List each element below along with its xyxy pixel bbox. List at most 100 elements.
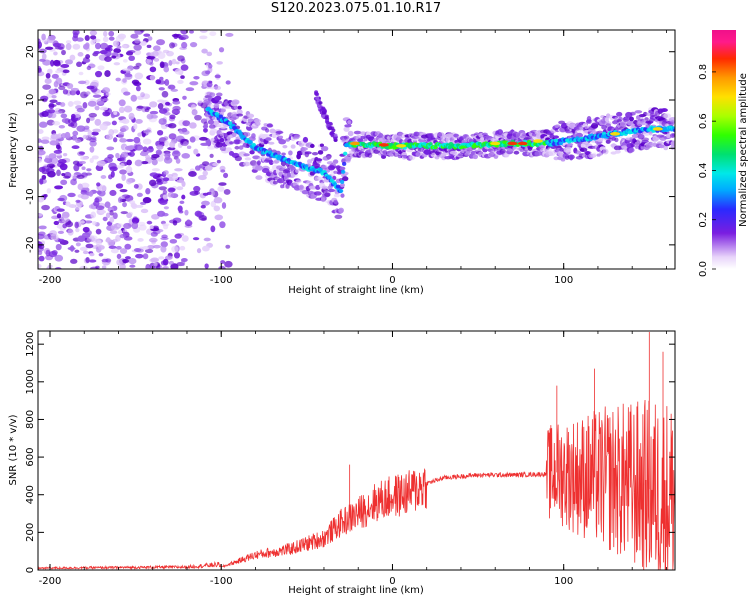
heatmap-cell — [109, 189, 117, 196]
x-tick-label: -100 — [210, 275, 233, 286]
y-tick-label: 1200 — [25, 331, 36, 356]
heatmap-cell — [167, 123, 177, 129]
heatmap-cell — [38, 263, 42, 269]
heatmap-cell — [117, 131, 125, 139]
heatmap-cell — [50, 59, 55, 67]
heatmap-cell — [165, 101, 171, 106]
heatmap-cell — [41, 204, 50, 211]
heatmap-cell — [145, 154, 151, 160]
heatmap-cell — [225, 244, 231, 249]
heatmap-cell — [55, 243, 62, 251]
y-tick-label: 800 — [25, 410, 36, 429]
heatmap-cell — [89, 157, 94, 164]
heatmap-cell — [117, 197, 123, 203]
heatmap-cell — [108, 174, 113, 180]
heatmap-cell — [153, 262, 158, 267]
heatmap-cell — [38, 250, 43, 256]
heatmap-cell — [299, 187, 304, 193]
ridge-cell — [342, 151, 348, 156]
heatmap-cell — [79, 265, 88, 269]
y-axis-label-bottom: SNR (10 * v/v) — [8, 414, 19, 485]
heatmap-cell — [119, 189, 128, 193]
heatmap-cell — [167, 192, 174, 198]
heatmap-cell — [41, 174, 47, 180]
heatmap-cell — [134, 159, 143, 167]
y-tick-label: 0 — [25, 145, 36, 151]
heatmap-cell — [38, 129, 44, 134]
heatmap-cell — [634, 110, 643, 114]
heatmap-cell — [68, 100, 74, 108]
heatmap-cell — [164, 79, 170, 86]
heatmap-cell — [70, 258, 78, 264]
heatmap-cell — [93, 50, 101, 55]
heatmap-cell — [116, 45, 122, 49]
heatmap-cell — [288, 150, 293, 156]
heatmap-cell — [157, 99, 165, 103]
heatmap-cell — [42, 84, 52, 90]
heatmap-cell — [115, 245, 122, 250]
heatmap-cell — [668, 116, 675, 123]
heatmap-cell — [194, 165, 201, 171]
heatmap-cell — [169, 114, 176, 120]
heatmap-cell — [285, 138, 291, 142]
heatmap-cell — [367, 152, 373, 158]
heatmap-cell — [75, 199, 81, 203]
heatmap-cell — [59, 102, 66, 107]
heatmap-cell — [121, 125, 129, 132]
colorbar: 0.0 0.2 0.4 0.6 0.8 Normalized spectral ampl… — [698, 30, 749, 277]
heatmap-cell — [159, 76, 164, 81]
heatmap-cell — [151, 153, 160, 159]
heatmap-cell — [129, 264, 136, 268]
heatmap-cell — [180, 64, 189, 71]
heatmap-cell — [225, 147, 232, 152]
heatmap-cell — [122, 78, 127, 83]
ridge-cell — [672, 128, 675, 133]
ridge-hotspot — [396, 144, 407, 148]
heatmap-cell — [499, 148, 506, 155]
heatmap-cell — [338, 207, 344, 214]
heatmap-cell — [65, 220, 74, 228]
x-tick-label: -100 — [210, 576, 233, 587]
heatmap-cell — [180, 34, 189, 40]
heatmap-cell — [332, 159, 339, 164]
heatmap-cell — [72, 32, 79, 39]
heatmap-cell — [266, 123, 274, 128]
heatmap-cell — [176, 179, 185, 183]
heatmap-cell — [60, 113, 68, 119]
heatmap-cell — [69, 245, 75, 252]
heatmap-cell — [126, 138, 134, 142]
heatmap-cell — [75, 242, 81, 247]
heatmap-cell — [90, 136, 97, 141]
heatmap-cell — [186, 219, 191, 224]
heatmap-cell — [99, 106, 109, 111]
heatmap-cell — [75, 138, 82, 143]
heatmap-cell — [80, 194, 89, 200]
heatmap-cell — [98, 253, 104, 257]
heatmap-cell — [128, 112, 135, 120]
heatmap-cell — [57, 43, 65, 51]
heatmap-cell — [162, 258, 169, 266]
heatmap-cell — [220, 169, 226, 173]
y-tick-label: 200 — [25, 523, 36, 542]
heatmap-cell — [194, 210, 202, 217]
x-tick-label: -200 — [39, 576, 62, 587]
heatmap-cell — [149, 61, 154, 66]
heatmap-cell — [162, 177, 170, 182]
heatmap-cell — [199, 35, 208, 40]
heatmap-cell — [83, 43, 90, 50]
heatmap-cell — [180, 75, 185, 79]
heatmap-cell — [53, 220, 60, 226]
heatmap-cell — [415, 151, 424, 157]
heatmap-cell — [152, 45, 161, 52]
heatmap-cell — [133, 247, 142, 253]
heatmap-cell — [78, 160, 86, 165]
heatmap-cell — [629, 111, 636, 116]
heatmap-cell — [81, 166, 86, 170]
heatmap-cell — [38, 196, 45, 203]
heatmap-cell — [121, 174, 126, 181]
heatmap-cell — [163, 170, 169, 175]
heatmap-cell — [553, 135, 559, 139]
heatmap-cell — [88, 235, 98, 240]
heatmap-cell — [121, 118, 130, 124]
heatmap-cell — [130, 33, 139, 39]
